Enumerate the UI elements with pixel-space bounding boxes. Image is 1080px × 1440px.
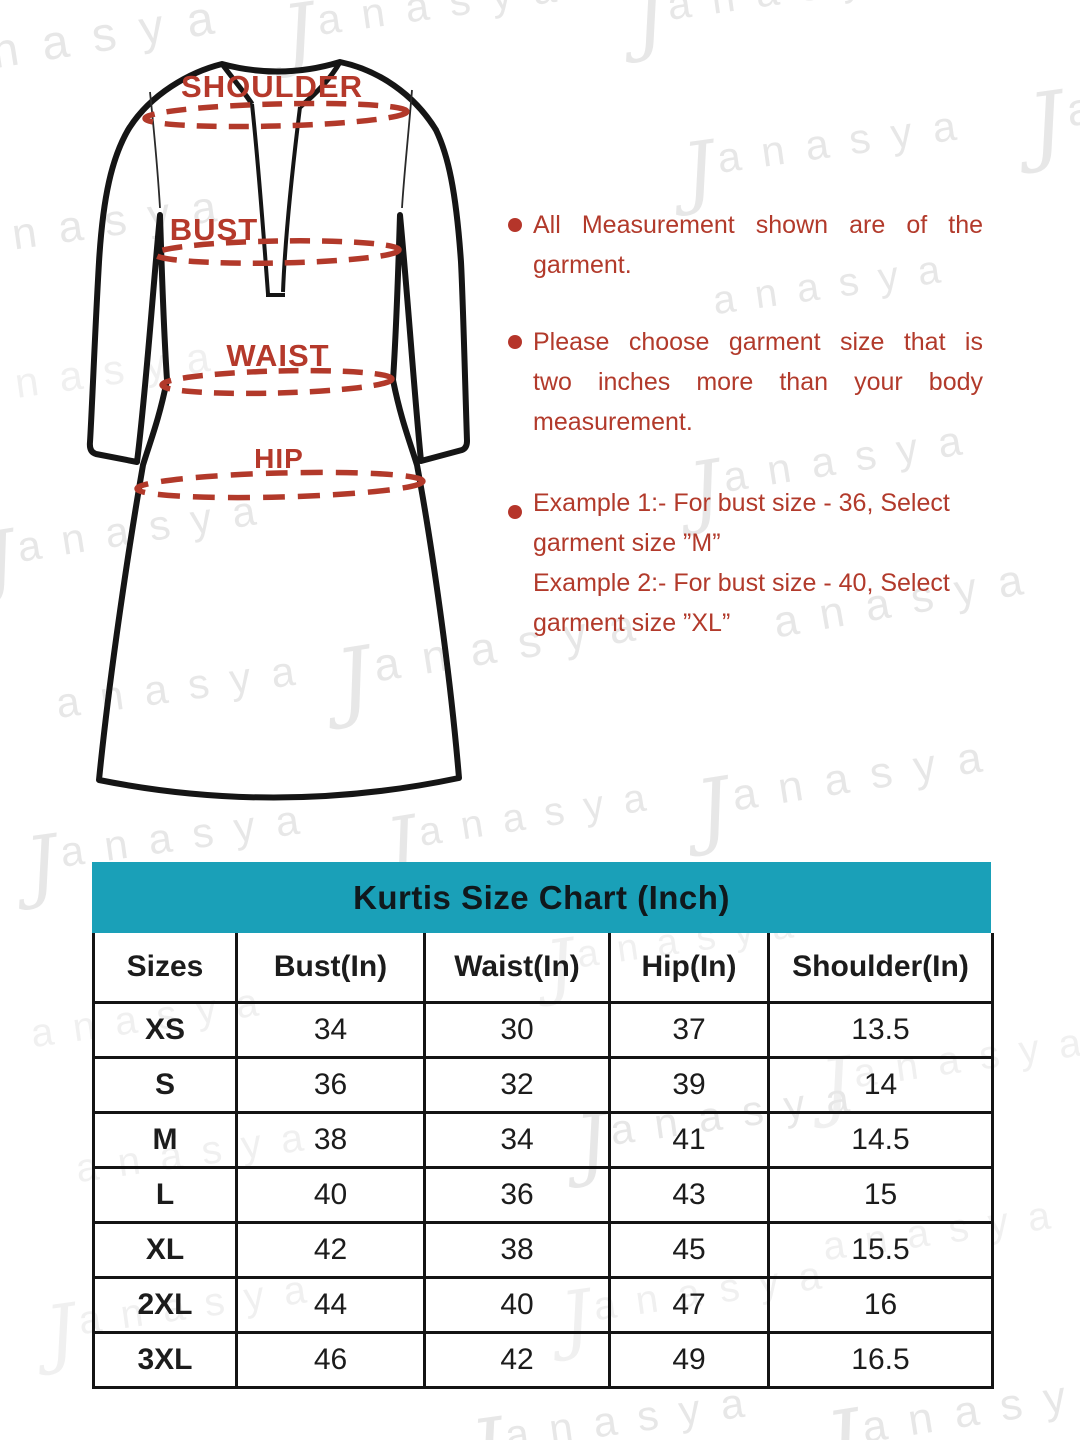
shoulder-cell: 14 xyxy=(767,1056,994,1114)
waist-cell: 32 xyxy=(423,1056,611,1114)
size-table: Sizes Bust(In) Waist(In) Hip(In) Shoulde… xyxy=(92,933,994,1389)
size-cell: M xyxy=(92,1111,238,1169)
note-line: Example 1:- For bust size - 36, Select xyxy=(533,489,950,517)
note-line: garment. xyxy=(533,251,632,279)
waist-cell: 36 xyxy=(423,1166,611,1224)
bust-measure-line xyxy=(152,238,402,266)
col-header-shoulder: Shoulder(In) xyxy=(767,933,994,1004)
collar-left-curve xyxy=(219,62,255,106)
hip-cell: 37 xyxy=(608,1001,770,1059)
bullet-icon xyxy=(508,335,522,349)
note-examples: Example 1:- For bust size - 36, Select g… xyxy=(508,483,983,643)
col-header-waist: Waist(In) xyxy=(423,933,611,1004)
size-cell: XS xyxy=(92,1001,238,1059)
shoulder-cell: 16.5 xyxy=(767,1331,994,1389)
hip-cell: 39 xyxy=(608,1056,770,1114)
note-line: garment size ”M” xyxy=(533,529,721,557)
size-cell: S xyxy=(92,1056,238,1114)
note-choose-size: Please choose garment size that is two i… xyxy=(508,322,983,442)
armhole-seams xyxy=(149,89,413,209)
table-row: L 40 36 43 15 xyxy=(92,1166,994,1224)
waist-cell: 40 xyxy=(423,1276,611,1334)
hip-measure-line xyxy=(134,469,426,501)
waist-cell: 30 xyxy=(423,1001,611,1059)
shoulder-cell: 14.5 xyxy=(767,1111,994,1169)
size-cell: 2XL xyxy=(92,1276,238,1334)
table-row: 3XL 46 42 49 16.5 xyxy=(92,1331,994,1389)
bust-cell: 34 xyxy=(235,1001,426,1059)
size-cell: XL xyxy=(92,1221,238,1279)
note-garment-measurement: All Measurement shown are of the garment… xyxy=(508,205,983,285)
shoulder-label: SHOULDER xyxy=(181,69,363,104)
hip-cell: 47 xyxy=(608,1276,770,1334)
shoulder-cell: 16 xyxy=(767,1276,994,1334)
hip-cell: 45 xyxy=(608,1221,770,1279)
col-header-bust: Bust(In) xyxy=(235,933,426,1004)
chart-title: Kurtis Size Chart (Inch) xyxy=(92,862,991,933)
hip-cell: 41 xyxy=(608,1111,770,1169)
note-line: Please choose garment size that is xyxy=(533,328,983,356)
kurtis-size-chart: Kurtis Size Chart (Inch) Sizes Bust(In) … xyxy=(92,862,994,1389)
hip-cell: 43 xyxy=(608,1166,770,1224)
table-row: XS 34 30 37 13.5 xyxy=(92,1001,994,1059)
note-line: Example 2:- For bust size - 40, Select xyxy=(533,569,950,597)
table-row: M 38 34 41 14.5 xyxy=(92,1111,994,1169)
measurement-notes: All Measurement shown are of the garment… xyxy=(508,205,983,643)
table-row: XL 42 38 45 15.5 xyxy=(92,1221,994,1279)
bust-cell: 42 xyxy=(235,1221,426,1279)
table-header-row: Sizes Bust(In) Waist(In) Hip(In) Shoulde… xyxy=(92,933,994,1004)
table-row: 2XL 44 40 47 16 xyxy=(92,1276,994,1334)
size-cell: L xyxy=(92,1166,238,1224)
bullet-icon xyxy=(508,218,522,232)
shoulder-cell: 15 xyxy=(767,1166,994,1224)
table-row: S 36 32 39 14 xyxy=(92,1056,994,1114)
size-cell: 3XL xyxy=(92,1331,238,1389)
col-header-hip: Hip(In) xyxy=(608,933,770,1004)
bust-cell: 44 xyxy=(235,1276,426,1334)
neck-slit xyxy=(250,103,302,297)
waist-label: WAIST xyxy=(226,338,329,373)
hip-cell: 49 xyxy=(608,1331,770,1389)
waist-measure-line xyxy=(159,367,395,397)
waist-cell: 42 xyxy=(423,1331,611,1389)
bust-cell: 46 xyxy=(235,1331,426,1389)
shoulder-cell: 13.5 xyxy=(767,1001,994,1059)
waist-cell: 38 xyxy=(423,1221,611,1279)
note-line: garment size ”XL” xyxy=(533,609,731,637)
note-line: two inches more than your body xyxy=(533,368,983,396)
shoulder-cell: 15.5 xyxy=(767,1221,994,1279)
hip-label: HIP xyxy=(254,443,304,474)
bust-cell: 38 xyxy=(235,1111,426,1169)
bullet-icon xyxy=(508,505,522,519)
col-header-sizes: Sizes xyxy=(92,933,238,1004)
shoulder-measure-line xyxy=(142,100,410,130)
kurti-measurement-diagram: SHOULDER BUST WAIST HIP xyxy=(86,59,470,801)
bust-label: BUST xyxy=(170,212,258,247)
note-line: All Measurement shown are of the xyxy=(533,211,983,239)
waist-cell: 34 xyxy=(423,1111,611,1169)
bust-cell: 36 xyxy=(235,1056,426,1114)
note-line: measurement. xyxy=(533,408,693,436)
bust-cell: 40 xyxy=(235,1166,426,1224)
